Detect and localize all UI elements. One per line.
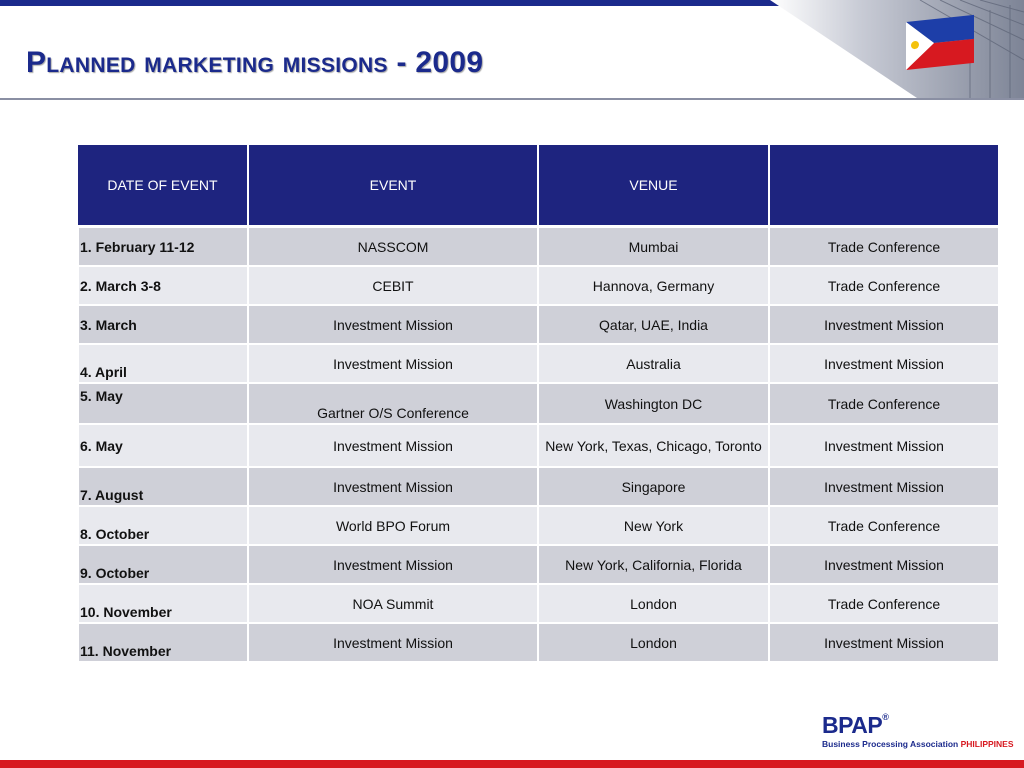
cell-type: Investment Mission (768, 544, 1000, 585)
cell-event: Investment Mission (247, 544, 539, 585)
logo-mark-text: BPAP (822, 712, 883, 738)
table-row: 6. May Investment Mission New York, Texa… (77, 423, 1000, 468)
header-venue: VENUE (537, 145, 770, 228)
bottom-accent-bar (0, 760, 1024, 768)
table-row: 3. March Investment Mission Qatar, UAE, … (77, 304, 1000, 345)
header-date: DATE OF EVENT (78, 145, 249, 228)
table-header-row: DATE OF EVENT EVENT VENUE (78, 145, 1000, 228)
cell-type: Trade Conference (768, 382, 1000, 425)
table-row: 7. August Investment Mission Singapore I… (77, 466, 1000, 507)
table-row: 9. October Investment Mission New York, … (77, 544, 1000, 585)
cell-date: 6. May (77, 423, 249, 468)
cell-date: 4. April (77, 343, 249, 384)
cell-venue: New York (537, 505, 770, 546)
cell-date: 5. May (77, 382, 249, 425)
cell-venue: Hannova, Germany (537, 265, 770, 306)
table-row: 2. March 3-8 CEBIT Hannova, Germany Trad… (77, 265, 1000, 306)
cell-event: NASSCOM (247, 225, 539, 267)
header-type (768, 145, 1000, 228)
cell-date: 9. October (77, 544, 249, 585)
cell-event: World BPO Forum (247, 505, 539, 546)
logo-subtitle-text: Business Processing Association (822, 739, 959, 749)
cell-event: NOA Summit (247, 583, 539, 624)
cell-type: Investment Mission (768, 343, 1000, 384)
philippine-flag-building-icon (770, 0, 1024, 100)
header-event: EVENT (247, 145, 539, 228)
table-row: 4. April Investment Mission Australia In… (77, 343, 1000, 384)
cell-venue: Qatar, UAE, India (537, 304, 770, 345)
bpap-logo: BPAP® Business Processing Association PH… (822, 712, 1014, 752)
cell-venue: New York, Texas, Chicago, Toronto (537, 423, 770, 468)
cell-date: 10. November (77, 583, 249, 624)
cell-venue: London (537, 583, 770, 624)
registered-mark: ® (882, 712, 889, 722)
cell-type: Investment Mission (768, 466, 1000, 507)
table-row: 8. October World BPO Forum New York Trad… (77, 505, 1000, 546)
cell-type: Trade Conference (768, 505, 1000, 546)
cell-event: Gartner O/S Conference (247, 382, 539, 425)
title-divider (0, 98, 1024, 100)
cell-venue: Australia (537, 343, 770, 384)
cell-type: Trade Conference (768, 583, 1000, 624)
cell-venue: Singapore (537, 466, 770, 507)
cell-type: Investment Mission (768, 423, 1000, 468)
cell-event: Investment Mission (247, 304, 539, 345)
cell-date: 1. February 11-12 (77, 225, 249, 267)
cell-event: CEBIT (247, 265, 539, 306)
cell-date: 8. October (77, 505, 249, 546)
logo-subtitle-country: PHILIPPINES (960, 739, 1014, 749)
cell-event: Investment Mission (247, 343, 539, 384)
cell-type: Investment Mission (768, 622, 1000, 663)
cell-date: 2. March 3-8 (77, 265, 249, 306)
table-row: 10. November NOA Summit London Trade Con… (77, 583, 1000, 624)
table-row: 1. February 11-12 NASSCOM Mumbai Trade C… (77, 225, 1000, 267)
cell-date: 3. March (77, 304, 249, 345)
cell-type: Investment Mission (768, 304, 1000, 345)
table-row: 11. November Investment Mission London I… (77, 622, 1000, 663)
cell-event: Investment Mission (247, 423, 539, 468)
cell-type: Trade Conference (768, 225, 1000, 267)
cell-event: Investment Mission (247, 622, 539, 663)
page-title: Planned marketing missions - 2009 (26, 46, 484, 79)
cell-event: Investment Mission (247, 466, 539, 507)
cell-type: Trade Conference (768, 265, 1000, 306)
table-row: 5. May Gartner O/S Conference Washington… (77, 382, 1000, 425)
cell-date: 7. August (77, 466, 249, 507)
cell-date: 11. November (77, 622, 249, 663)
logo-subtitle: Business Processing Association PHILIPPI… (822, 739, 1014, 749)
logo-mark: BPAP® (822, 712, 889, 739)
top-accent-bar (0, 0, 1024, 6)
cell-venue: Mumbai (537, 225, 770, 267)
missions-table: DATE OF EVENT EVENT VENUE 1. February 11… (77, 145, 1000, 663)
cell-venue: Washington DC (537, 382, 770, 425)
cell-venue: New York, California, Florida (537, 544, 770, 585)
cell-venue: London (537, 622, 770, 663)
